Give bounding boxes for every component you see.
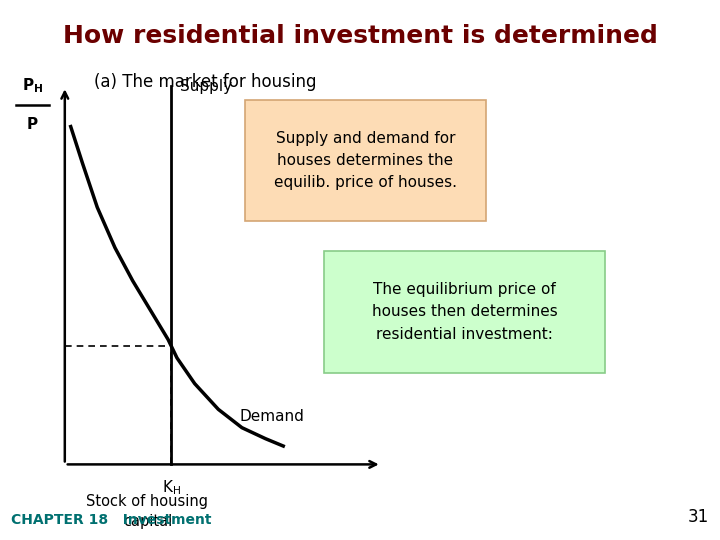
Text: 31: 31 xyxy=(688,509,709,526)
Text: $\mathbf{P_H}$: $\mathbf{P_H}$ xyxy=(22,76,43,94)
FancyBboxPatch shape xyxy=(245,100,486,221)
Text: K$_\mathsf{H}$: K$_\mathsf{H}$ xyxy=(161,478,181,497)
Text: The equilibrium price of
houses then determines
residential investment:: The equilibrium price of houses then det… xyxy=(372,282,557,342)
Text: Demand: Demand xyxy=(240,409,305,424)
Text: How residential investment is determined: How residential investment is determined xyxy=(63,24,657,48)
Text: Supply and demand for
houses determines the
equilib. price of houses.: Supply and demand for houses determines … xyxy=(274,131,457,190)
Text: Stock of housing
capital: Stock of housing capital xyxy=(86,494,209,529)
Text: (a) The market for housing: (a) The market for housing xyxy=(94,73,316,91)
Text: $\mathbf{P}$: $\mathbf{P}$ xyxy=(26,116,39,132)
FancyBboxPatch shape xyxy=(324,251,605,373)
Text: Supply: Supply xyxy=(180,79,232,94)
Text: CHAPTER 18   Investment: CHAPTER 18 Investment xyxy=(11,512,211,526)
